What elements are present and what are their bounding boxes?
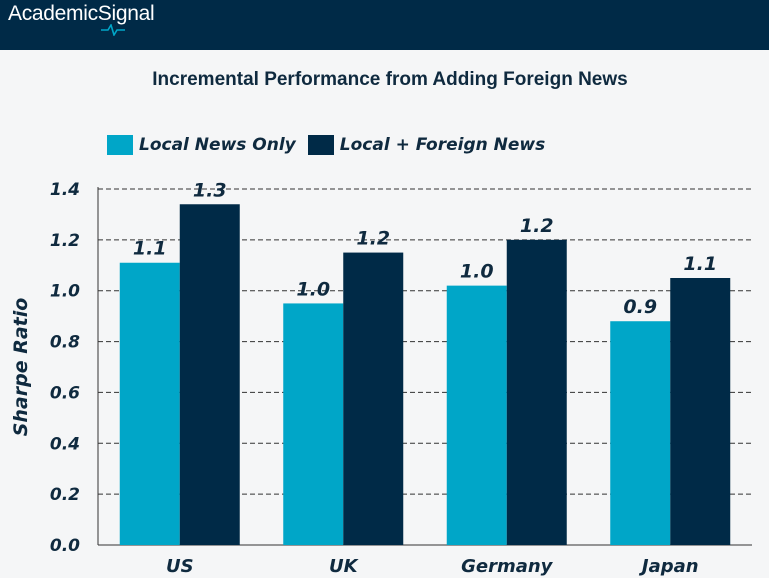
bar-germany-local-foreign — [506, 239, 567, 545]
legend-swatch-local-foreign — [307, 135, 334, 155]
y-tick-label: 1.4 — [50, 180, 80, 200]
bar-us-local-foreign — [179, 204, 240, 545]
chart-legend: Local News Only Local + Foreign News — [107, 134, 557, 156]
y-tick-label: 0.0 — [50, 536, 80, 556]
bar-japan-local — [610, 321, 671, 545]
data-label: 1.1 — [133, 238, 167, 260]
data-label: 1.2 — [356, 228, 390, 250]
bar-us-local — [119, 262, 180, 545]
signal-wave-icon — [101, 24, 125, 36]
data-label: 1.0 — [296, 278, 330, 300]
data-label: 1.1 — [683, 253, 717, 275]
y-axis-title: Sharpe Ratio — [10, 298, 32, 437]
legend-item-local: Local News Only — [107, 135, 296, 155]
bar-japan-local-foreign — [670, 278, 731, 545]
x-tick-label: Japan — [639, 556, 699, 577]
brand-logo: AcademicSignal — [8, 2, 155, 25]
y-tick-label: 1.2 — [50, 231, 80, 251]
data-label: 1.3 — [193, 179, 227, 201]
header-bar: AcademicSignal — [0, 0, 769, 50]
x-tick-label: Germany — [461, 556, 554, 577]
legend-item-local-foreign: Local + Foreign News — [307, 135, 546, 155]
y-tick-label: 0.2 — [50, 485, 80, 505]
y-tick-label: 0.8 — [50, 333, 80, 353]
legend-label-local-foreign: Local + Foreign News — [339, 135, 546, 155]
bar-germany-local — [446, 285, 507, 545]
y-tick-label: 1.0 — [50, 282, 80, 302]
legend-swatch-local — [107, 135, 133, 155]
data-label: 0.9 — [623, 296, 657, 318]
data-label: 1.2 — [520, 215, 554, 237]
bar-uk-local — [283, 303, 344, 545]
bar-uk-local-foreign — [343, 252, 404, 546]
y-tick-label: 0.6 — [50, 383, 80, 403]
y-tick-label: 0.4 — [50, 434, 80, 454]
x-tick-label: UK — [329, 556, 360, 577]
chart-title: Incremental Performance from Adding Fore… — [152, 69, 628, 90]
x-tick-label: US — [166, 556, 194, 577]
data-label: 1.0 — [460, 261, 494, 283]
legend-label-local: Local News Only — [139, 135, 296, 155]
